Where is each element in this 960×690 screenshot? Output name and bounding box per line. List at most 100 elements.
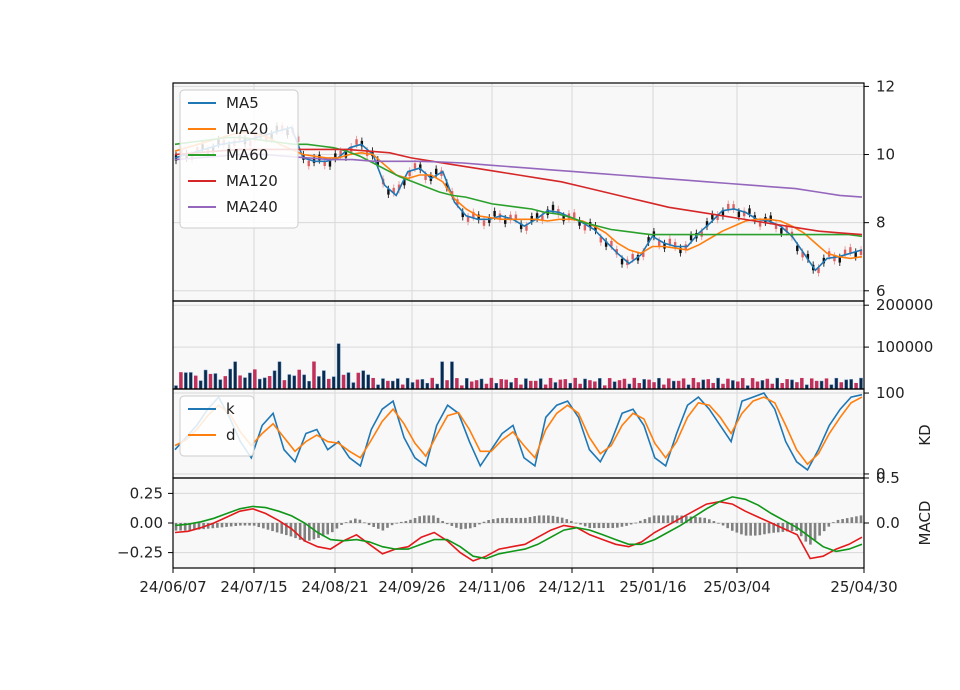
volume-bar (504, 379, 508, 390)
macd-histogram-bar (321, 523, 325, 537)
price-candle-body (376, 159, 379, 165)
macd-histogram-bar (289, 523, 293, 537)
volume-bar (430, 377, 435, 390)
volume-bar (341, 374, 346, 390)
volume-bar (740, 378, 745, 390)
volume-bar (489, 377, 494, 390)
macd-histogram-bar (344, 522, 348, 523)
macd-histogram-bar (570, 520, 573, 523)
macd-histogram-bar (685, 516, 688, 523)
price-candle-body (647, 237, 650, 243)
macd-histogram-bar (786, 523, 789, 532)
macd-histogram-bar (804, 523, 808, 542)
price-candle-body (668, 238, 672, 245)
price-legend-box (179, 89, 299, 229)
volume-bar (588, 380, 592, 390)
price-candle-body (307, 160, 310, 167)
macd-histogram-bar (174, 523, 178, 531)
macd-histogram-bar (744, 523, 748, 536)
macd-histogram-bar (593, 523, 596, 529)
macd-histogram-bar (551, 515, 555, 523)
macd-series-line (174, 500, 863, 562)
macd-histogram-bar (331, 523, 334, 533)
macd-histogram-bar (597, 523, 601, 529)
kd-panel-background (173, 389, 864, 478)
volume-bar (400, 384, 405, 390)
macd-histogram-bar (859, 515, 863, 523)
volume-bar (726, 378, 730, 390)
x-tick-label: 25/01/16 (619, 578, 686, 596)
price-legend-label: MA20 (226, 120, 268, 138)
price-candle-body (434, 168, 438, 175)
macd-histogram-bar (390, 523, 394, 526)
price-candle-body (339, 150, 342, 157)
macd-histogram-bar (822, 523, 826, 532)
macd-right-y-tick-label: 0.0 (876, 514, 900, 532)
volume-bar (292, 375, 297, 390)
macd-histogram-bar (312, 523, 316, 540)
macd-histogram-bar (579, 523, 582, 525)
macd-histogram-bar (308, 523, 311, 541)
macd-histogram-bar (524, 517, 527, 523)
macd-histogram-bar (298, 523, 302, 540)
price-candle-body (732, 204, 735, 210)
volume-bar (652, 382, 656, 390)
volume-bar (223, 376, 228, 390)
macd-histogram-bar (372, 523, 375, 528)
macd-histogram-bar (721, 523, 725, 526)
volume-bar (667, 378, 671, 390)
volume-y-tick-label: 100000 (876, 338, 933, 356)
macd-histogram-bar (799, 523, 803, 537)
macd-histogram-bar (399, 521, 403, 523)
volume-bar (553, 382, 558, 390)
price-candle-body (461, 211, 464, 218)
price-y-tick-label: 6 (876, 282, 886, 300)
macd-histogram-bar (680, 515, 684, 523)
macd-histogram-bar (758, 523, 762, 536)
kd-legend-label: d (226, 426, 236, 444)
macd-histogram-bar (510, 517, 513, 523)
macd-histogram-bar (662, 515, 665, 523)
volume-bar (351, 382, 356, 390)
macd-histogram-bar (183, 523, 187, 531)
volume-bar (455, 378, 459, 390)
volume-bar (405, 377, 410, 390)
price-candle-body (859, 249, 863, 255)
macd-axis-label: MACD (916, 501, 934, 546)
macd-histogram-bar (280, 523, 284, 534)
volume-bar (514, 377, 518, 390)
macd-histogram-bar (809, 523, 812, 545)
macd-histogram-bar (353, 518, 357, 523)
macd-histogram-bar (216, 523, 219, 528)
price-candle-body (817, 267, 820, 274)
volume-bar (750, 378, 755, 390)
volume-bar (356, 372, 361, 390)
x-tick-label: 24/12/11 (538, 578, 605, 596)
volume-bar (647, 379, 651, 390)
macd-histogram-bar (832, 522, 835, 523)
volume-bar (844, 379, 848, 390)
volume-bar (800, 377, 804, 390)
volume-bar (445, 380, 449, 390)
macd-histogram-bar (193, 523, 196, 531)
volume-bar (494, 383, 499, 390)
macd-histogram-bar (836, 519, 840, 523)
volume-bar (854, 382, 858, 390)
x-tick-label: 24/06/07 (139, 578, 206, 596)
volume-bar (622, 378, 627, 390)
kd-series-line (174, 396, 863, 466)
volume-bar (184, 372, 188, 390)
volume-bar (499, 379, 504, 390)
price-candle-body (424, 174, 427, 180)
price-candle-body (620, 258, 624, 265)
volume-bar (859, 377, 863, 390)
volume-bar (617, 380, 622, 390)
macd-histogram-bar (616, 523, 619, 528)
volume-bar (824, 378, 829, 390)
macd-histogram-bar (478, 523, 481, 525)
macd-histogram-bar (537, 515, 541, 523)
price-candle-body (328, 161, 332, 167)
macd-histogram-bar (404, 521, 408, 523)
volume-bar (583, 378, 587, 390)
macd-histogram-bar (648, 517, 651, 523)
